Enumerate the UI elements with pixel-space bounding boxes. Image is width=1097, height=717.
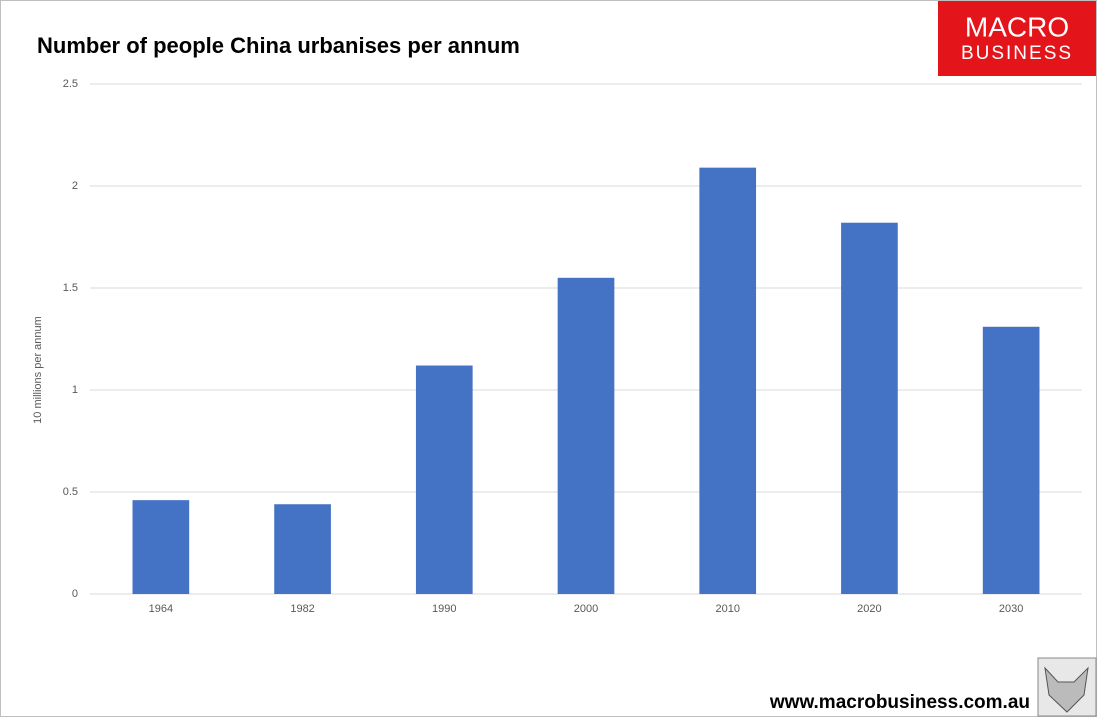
y-tick-label: 1.5 [63,282,78,294]
bar [699,167,757,594]
bar [841,222,898,594]
x-tick-label: 1982 [290,603,314,615]
bar [982,326,1040,594]
logo-text: BUSINESS [961,43,1073,64]
source-url: www.macrobusiness.com.au [769,692,1030,713]
x-tick-label: 1964 [149,603,173,615]
bar [557,277,615,594]
x-tick-label: 2000 [574,603,598,615]
logo-box [938,1,1096,76]
fox-icon [1044,666,1089,713]
x-tick-label: 2020 [857,603,881,615]
y-tick-label: 1 [72,384,78,396]
bar [415,365,473,594]
y-tick-label: 0.5 [63,486,78,498]
y-tick-label: 2.5 [63,78,78,90]
chart-title: Number of people China urbanises per ann… [37,33,520,58]
x-tick-label: 1990 [432,603,456,615]
y-tick-label: 2 [72,180,78,192]
bar [132,500,190,594]
y-axis-label: 10 millions per annum [32,316,44,424]
x-tick-label: 2030 [999,603,1023,615]
y-tick-label: 0 [72,588,78,600]
bar [274,504,331,594]
logo-text: MACRO [965,11,1069,42]
x-tick-label: 2010 [715,603,739,615]
